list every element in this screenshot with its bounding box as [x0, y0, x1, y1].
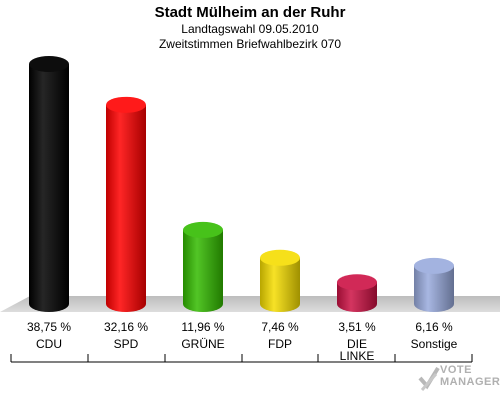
bar-spd [106, 96, 146, 312]
category-label: LINKE [340, 349, 375, 363]
bar-body [337, 282, 377, 312]
value-label: 32,16 % [104, 320, 148, 334]
vote-manager-watermark: VOTE MANAGER [418, 364, 500, 396]
category-label: CDU [36, 337, 62, 351]
chart-subtitle-district: Zweitstimmen Briefwahlbezirk 070 [158, 37, 342, 51]
bar-top [337, 274, 377, 291]
bar-top [414, 257, 454, 274]
bar-body [183, 229, 223, 312]
category-label: FDP [268, 337, 292, 351]
bar-body [29, 64, 69, 312]
category-label: GRÜNE [181, 337, 224, 351]
value-label: 7,46 % [261, 320, 299, 334]
category-label: SPD [114, 337, 139, 351]
watermark-text: VOTE MANAGER [440, 364, 500, 388]
category-label: Sonstige [411, 337, 458, 351]
category-label: DIE [347, 337, 367, 351]
chart-subtitle-election: Landtagswahl 09.05.2010 [181, 22, 319, 36]
bar-body [414, 265, 454, 312]
bar-top [183, 221, 223, 238]
value-label: 6,16 % [415, 320, 453, 334]
vote-manager-logo-icon [418, 366, 440, 391]
value-label: 38,75 % [27, 320, 71, 334]
bar-top [106, 96, 146, 113]
bar-grüne [183, 221, 223, 312]
bar-top [29, 56, 69, 72]
bar-fdp [260, 249, 300, 312]
value-label: 11,96 % [181, 320, 224, 334]
value-label: 3,51 % [338, 320, 376, 334]
bar-top [260, 249, 300, 266]
watermark-line2: MANAGER [440, 376, 500, 388]
watermark-line1: VOTE [440, 364, 472, 376]
bar-cdu [29, 56, 69, 312]
bar-body [106, 104, 146, 312]
chart-titles: Stadt Mülheim an der Ruhr Landtagswahl 0… [0, 4, 500, 52]
bar-body [260, 257, 300, 312]
bar-die-linke [337, 274, 377, 312]
chart-title: Stadt Mülheim an der Ruhr [154, 4, 346, 21]
bar-sonstige [414, 257, 454, 312]
